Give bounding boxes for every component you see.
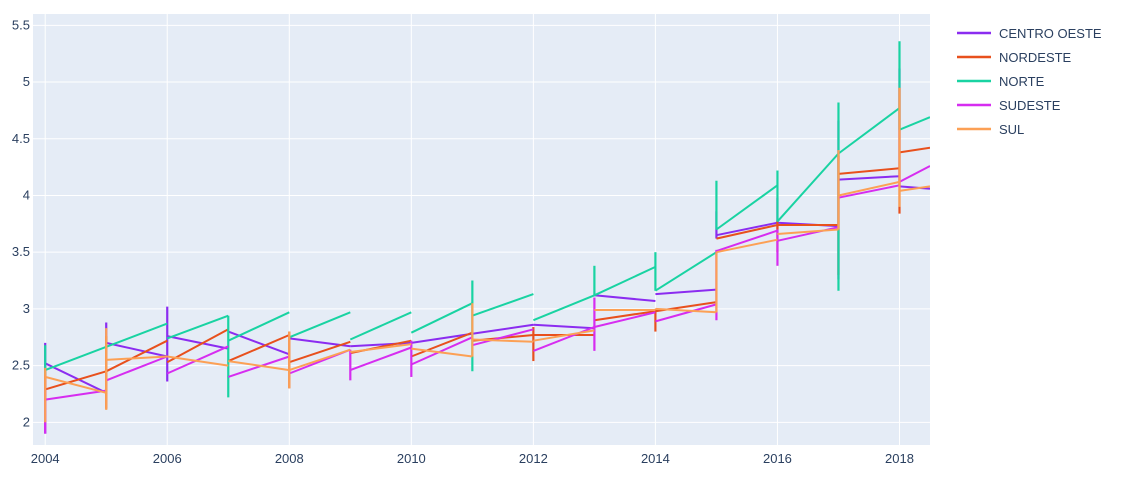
nordeste-line-segment [288, 340, 351, 364]
nordeste-line-segment [594, 310, 656, 322]
nordeste-line-segment [166, 328, 229, 364]
nordeste-line-segment [899, 146, 930, 154]
sul-line-segment [716, 238, 778, 254]
x-tick-label: 2014 [641, 451, 670, 466]
sul-line-segment [472, 338, 534, 343]
x-tick-label: 2008 [275, 451, 304, 466]
y-tick-label: 5 [23, 74, 30, 89]
x-tick-label: 2006 [153, 451, 182, 466]
norte-line-segment [715, 184, 778, 231]
norte-line-segment [471, 293, 534, 317]
legend: CENTRO OESTE NORDESTE NORTE SUDESTE SUL [957, 26, 1102, 137]
legend-label: SUDESTE [999, 98, 1061, 113]
sudeste-line-segment [166, 345, 229, 375]
nordeste-line-segment [410, 331, 473, 358]
legend-label: NORDESTE [999, 50, 1072, 65]
sul-line-segment [899, 185, 930, 192]
norte-line-segment [349, 311, 412, 341]
legend-label: SUL [999, 122, 1024, 137]
nordeste-line-segment [838, 167, 900, 175]
sudeste-line-segment [533, 326, 595, 352]
centro-oeste-line-segment [655, 288, 717, 296]
legend-item-sudeste[interactable]: SUDESTE [957, 98, 1061, 113]
norte-line-segment [533, 294, 595, 322]
norte-line-segment [288, 311, 351, 339]
sudeste-line-segment [45, 389, 107, 401]
norte-line-segment [899, 116, 930, 131]
centro-oeste-line-segment [105, 341, 168, 358]
y-tick-label: 2.5 [12, 358, 30, 373]
norte-line-segment [166, 314, 229, 340]
norte-line-segment [593, 265, 656, 297]
x-tick-label: 2018 [885, 451, 914, 466]
sudeste-line-segment [655, 303, 717, 323]
sul-line-segment [288, 348, 351, 372]
norte-line-segment [776, 152, 840, 223]
nordeste-line-segment [44, 370, 107, 391]
sul-line-segment [44, 375, 107, 394]
sudeste-line-segment [716, 229, 778, 253]
sul-line-segment [655, 307, 717, 314]
centro-oeste-line-segment [716, 221, 778, 237]
y-tick-label: 3 [23, 301, 30, 316]
sul-line-segment [167, 355, 229, 367]
legend-item-sul[interactable]: SUL [957, 122, 1024, 137]
norte-line-segment [410, 302, 473, 334]
norte-line-segment [227, 311, 290, 342]
nordeste-line-segment [227, 334, 290, 363]
norte-line-segment [654, 251, 717, 292]
sudeste-line-segment [410, 336, 473, 366]
x-tick-label: 2004 [31, 451, 60, 466]
sul-line-segment [533, 329, 595, 342]
series-norte [44, 41, 930, 398]
x-tick-label: 2012 [519, 451, 548, 466]
centro-oeste-line-segment [166, 335, 229, 350]
plot-background [33, 14, 930, 445]
legend-item-centro-oeste[interactable]: CENTRO OESTE [957, 26, 1102, 41]
sul-line-segment [350, 343, 412, 353]
x-tick-label: 2010 [397, 451, 426, 466]
centro-oeste-line-segment [838, 175, 900, 181]
sudeste-line-segment [472, 328, 534, 347]
x-axis-ticks: 2004 2006 2008 2010 2012 2014 2016 2018 [31, 451, 914, 466]
y-tick-label: 3.5 [12, 244, 30, 259]
centro-oeste-line-segment [594, 294, 656, 302]
y-tick-label: 5.5 [12, 17, 30, 32]
y-axis-ticks: 2 2.5 3 3.5 4 4.5 5 5.5 [12, 17, 30, 429]
sudeste-line-segment [899, 165, 930, 183]
legend-label: CENTRO OESTE [999, 26, 1102, 41]
y-tick-label: 4 [23, 187, 30, 202]
sul-line-segment [838, 180, 900, 197]
legend-item-norte[interactable]: NORTE [957, 74, 1045, 89]
sul-line-segment [228, 360, 290, 372]
sudeste-line-segment [227, 355, 290, 378]
centro-oeste-line-segment [44, 362, 107, 394]
sudeste-line-segment [349, 346, 412, 372]
centro-oeste-line-segment [533, 323, 595, 330]
nordeste-line-segment [105, 339, 168, 373]
sul-line-segment [106, 355, 168, 361]
norte-line-segment [837, 107, 901, 155]
centro-oeste-line-segment [411, 332, 473, 344]
legend-label: NORTE [999, 74, 1045, 89]
series-group [44, 41, 930, 434]
sudeste-line-segment [594, 311, 656, 328]
y-tick-label: 2 [23, 414, 30, 429]
y-tick-label: 4.5 [12, 131, 30, 146]
centro-oeste-line-segment [899, 185, 930, 190]
nordeste-line-segment [716, 224, 778, 240]
legend-item-nordeste[interactable]: NORDESTE [957, 50, 1072, 65]
centro-oeste-line-segment [472, 323, 534, 335]
x-tick-label: 2016 [763, 451, 792, 466]
sul-line-segment [777, 228, 839, 235]
sudeste-line-segment [838, 184, 900, 199]
sul-line-segment [411, 347, 473, 358]
sudeste-line-segment [105, 355, 168, 382]
series-sul [44, 87, 930, 423]
